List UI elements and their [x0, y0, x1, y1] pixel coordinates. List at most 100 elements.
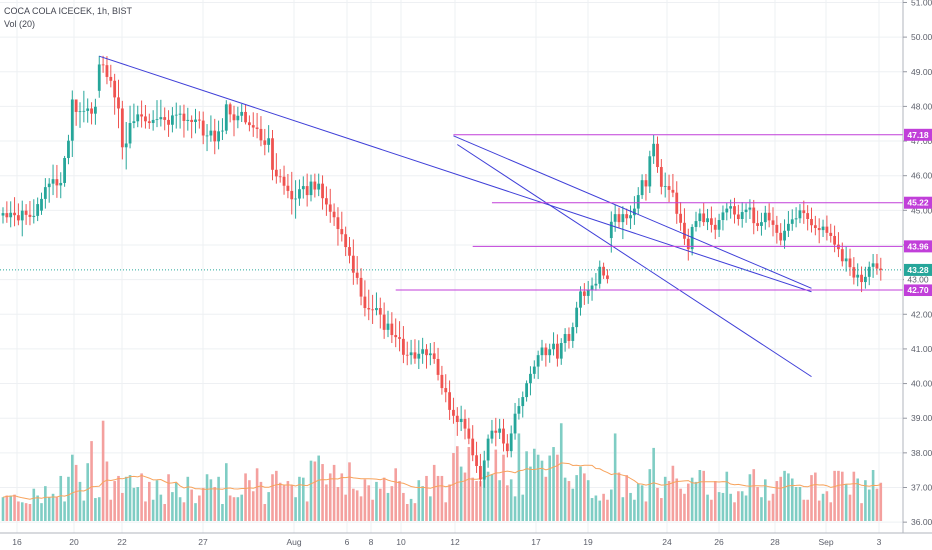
candle — [683, 208, 686, 245]
candle — [713, 217, 717, 240]
candle-body — [97, 64, 101, 91]
volume-bar — [336, 487, 340, 521]
volume-bar — [779, 476, 782, 521]
y-tick-label: 45.00 — [911, 205, 932, 215]
volume-bar — [679, 488, 682, 521]
candle-body — [444, 388, 448, 393]
candle — [274, 153, 278, 184]
candle-body — [790, 219, 794, 224]
candles — [1, 55, 883, 488]
candle-body — [332, 211, 336, 218]
candle-body — [548, 349, 552, 356]
candle — [548, 343, 552, 363]
volume-bar — [305, 501, 309, 521]
volume-bars — [1, 420, 883, 521]
candle-body — [690, 226, 694, 250]
candle-body — [47, 183, 51, 188]
candle — [783, 219, 786, 249]
candle-body — [17, 215, 20, 221]
level-price-tag-bg — [904, 128, 932, 141]
candle — [178, 105, 182, 129]
candle-body — [767, 212, 771, 221]
volume-bar — [740, 491, 744, 521]
candle — [309, 174, 313, 202]
candle — [498, 418, 502, 439]
candle — [556, 334, 559, 367]
candle — [613, 204, 617, 232]
trendlines[interactable] — [99, 55, 812, 378]
candle-body — [132, 121, 136, 124]
candle-body — [702, 213, 706, 223]
volume-bar — [848, 494, 852, 521]
candle — [794, 207, 798, 228]
volume-bar — [74, 464, 78, 521]
candle — [332, 203, 336, 226]
y-tick-label: 48.00 — [911, 101, 932, 111]
candle-body — [821, 226, 825, 231]
volume-bar — [621, 497, 625, 521]
candle — [255, 112, 259, 139]
candle — [725, 202, 729, 221]
volume-bar — [209, 479, 213, 521]
volume-bar — [640, 485, 644, 521]
volume-bar — [221, 504, 224, 521]
candle-body — [713, 224, 717, 230]
volume-bar — [548, 455, 551, 521]
candle-body — [513, 413, 517, 434]
candle — [640, 174, 644, 199]
candle — [105, 56, 109, 85]
volume-bar — [533, 448, 536, 521]
candle — [136, 105, 140, 128]
candle-body — [144, 116, 147, 122]
level-price-tag-bg — [904, 240, 932, 253]
candle-body — [248, 122, 251, 126]
volume-bar — [467, 447, 471, 521]
candle-body — [171, 115, 174, 125]
volume-bar — [752, 469, 756, 521]
volume-bar — [409, 498, 413, 521]
volume-bar — [421, 486, 424, 521]
candle — [298, 179, 301, 206]
candle — [128, 105, 132, 149]
candle — [197, 111, 201, 129]
candle — [398, 321, 401, 352]
candle-body — [409, 352, 413, 356]
candle-body — [817, 228, 821, 231]
candle — [452, 397, 455, 424]
candle — [163, 107, 167, 131]
candle — [844, 246, 848, 272]
candle — [775, 215, 779, 244]
volume-bar — [263, 504, 267, 521]
candle — [536, 350, 540, 380]
candle — [325, 186, 328, 216]
candle — [5, 201, 9, 223]
volume-bar — [633, 499, 636, 521]
volume-bar — [325, 484, 328, 521]
candle-body — [748, 207, 752, 210]
volume-bar — [864, 480, 867, 521]
candle-body — [259, 128, 263, 141]
volume-bar — [40, 503, 43, 521]
volume-bar — [625, 475, 628, 521]
price-level-lines[interactable] — [395, 134, 903, 291]
candle-body — [117, 97, 120, 109]
candle-body — [278, 176, 282, 178]
candle — [763, 205, 767, 230]
volume-bar — [113, 481, 116, 521]
candle — [833, 225, 836, 253]
candle — [36, 197, 40, 222]
candle — [748, 199, 752, 219]
candle-body — [756, 223, 759, 226]
candle — [305, 173, 309, 207]
candle-body — [109, 76, 113, 81]
candle-body — [521, 397, 525, 407]
x-tick-label: 3 — [877, 537, 882, 547]
candle — [236, 106, 240, 129]
candle — [529, 366, 532, 396]
candle-body — [209, 130, 213, 136]
candle-body — [798, 210, 802, 219]
candle-body — [452, 409, 455, 416]
volume-bar — [656, 487, 659, 521]
candle-body — [417, 353, 421, 359]
